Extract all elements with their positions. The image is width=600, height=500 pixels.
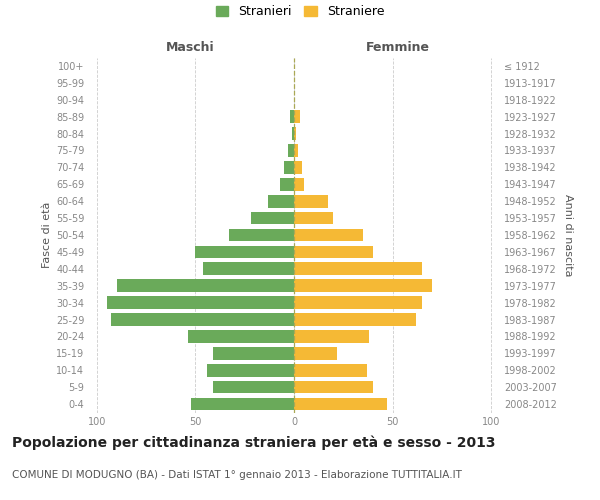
- Bar: [294, 364, 367, 376]
- Bar: [288, 144, 294, 157]
- Bar: [203, 262, 294, 275]
- Bar: [294, 144, 298, 157]
- Bar: [116, 280, 294, 292]
- Text: Femmine: Femmine: [365, 41, 430, 54]
- Bar: [294, 195, 328, 207]
- Text: Maschi: Maschi: [166, 41, 215, 54]
- Bar: [110, 313, 294, 326]
- Bar: [292, 127, 294, 140]
- Bar: [294, 212, 334, 224]
- Bar: [294, 330, 369, 343]
- Text: Popolazione per cittadinanza straniera per età e sesso - 2013: Popolazione per cittadinanza straniera p…: [12, 435, 496, 450]
- Bar: [294, 178, 304, 190]
- Y-axis label: Fasce di età: Fasce di età: [41, 202, 52, 268]
- Bar: [191, 398, 294, 410]
- Bar: [107, 296, 294, 309]
- Bar: [294, 280, 432, 292]
- Bar: [294, 262, 422, 275]
- Bar: [294, 161, 302, 173]
- Bar: [294, 398, 386, 410]
- Bar: [268, 195, 294, 207]
- Legend: Stranieri, Straniere: Stranieri, Straniere: [211, 0, 389, 23]
- Bar: [284, 161, 294, 173]
- Bar: [213, 381, 294, 394]
- Bar: [294, 110, 300, 123]
- Bar: [196, 246, 294, 258]
- Bar: [188, 330, 294, 343]
- Bar: [280, 178, 294, 190]
- Bar: [294, 127, 296, 140]
- Text: COMUNE DI MODUGNO (BA) - Dati ISTAT 1° gennaio 2013 - Elaborazione TUTTITALIA.IT: COMUNE DI MODUGNO (BA) - Dati ISTAT 1° g…: [12, 470, 462, 480]
- Bar: [294, 347, 337, 360]
- Bar: [229, 228, 294, 241]
- Bar: [251, 212, 294, 224]
- Bar: [294, 296, 422, 309]
- Bar: [207, 364, 294, 376]
- Bar: [294, 381, 373, 394]
- Bar: [213, 347, 294, 360]
- Bar: [294, 246, 373, 258]
- Bar: [294, 313, 416, 326]
- Y-axis label: Anni di nascita: Anni di nascita: [563, 194, 574, 276]
- Bar: [290, 110, 294, 123]
- Bar: [294, 228, 363, 241]
